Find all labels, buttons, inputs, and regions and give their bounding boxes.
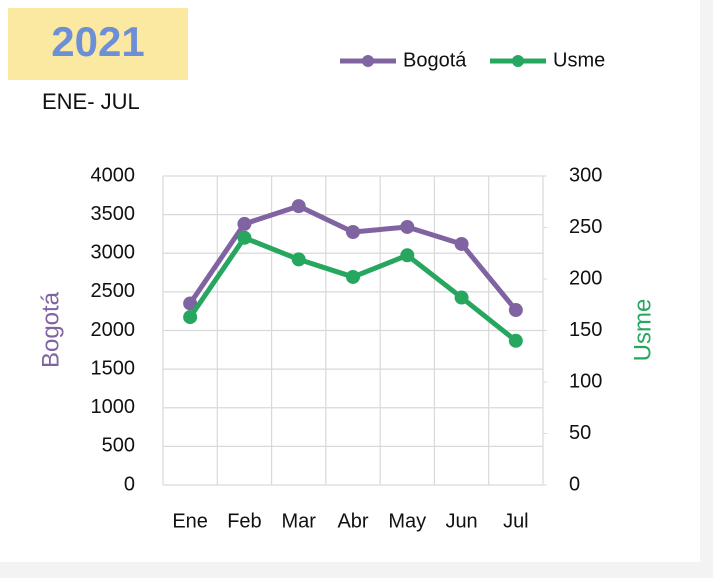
series-marker: [346, 225, 360, 240]
y-tick-label: 1500: [91, 357, 136, 379]
y2-tick-label: 50: [569, 422, 591, 444]
series-marker: [346, 269, 360, 284]
x-tick-label: Jul: [503, 510, 529, 532]
legend-marker: [512, 55, 524, 67]
y-tick-label: 4000: [91, 164, 136, 186]
y-tick-label: 1000: [91, 396, 136, 418]
y-axis-label: Bogotá: [37, 291, 64, 368]
legend-marker: [362, 55, 374, 67]
y2-tick-label: 150: [569, 319, 602, 341]
subtitle: ENE- JUL: [42, 89, 140, 114]
series-marker: [183, 296, 198, 311]
legend-label: Bogotá: [403, 49, 467, 71]
series-marker: [508, 303, 523, 318]
y-tick-label: 3500: [91, 203, 136, 225]
legend-label: Usme: [553, 49, 605, 71]
y2-tick-label: 300: [569, 164, 602, 186]
x-tick-label: Mar: [281, 510, 316, 532]
series-marker: [400, 248, 415, 263]
title-badge: [8, 8, 188, 80]
y2-tick-label: 100: [569, 370, 602, 392]
x-tick-label: Ene: [172, 510, 208, 532]
series-marker: [237, 216, 252, 231]
y2-tick-label: 0: [569, 473, 580, 495]
series-marker: [454, 290, 469, 305]
series-marker: [291, 252, 306, 267]
series-marker: [400, 219, 415, 234]
series-marker: [291, 199, 306, 214]
series-marker: [237, 230, 252, 245]
y2-tick-label: 200: [569, 267, 602, 289]
y-tick-label: 0: [124, 473, 135, 495]
x-tick-label: Jun: [445, 510, 477, 532]
y2-axis-label: Usme: [629, 299, 656, 362]
series-marker: [454, 236, 469, 251]
y-tick-label: 2000: [91, 319, 136, 341]
y-tick-label: 3000: [91, 242, 136, 264]
chart-title: 2021: [51, 18, 144, 65]
y-tick-label: 500: [102, 435, 135, 457]
x-tick-label: Abr: [337, 510, 368, 532]
y2-tick-label: 250: [569, 216, 602, 238]
series-marker: [508, 333, 523, 348]
y-tick-label: 2500: [91, 280, 136, 302]
x-tick-label: Feb: [227, 510, 261, 532]
x-tick-label: May: [388, 510, 426, 532]
series-marker: [183, 310, 198, 325]
